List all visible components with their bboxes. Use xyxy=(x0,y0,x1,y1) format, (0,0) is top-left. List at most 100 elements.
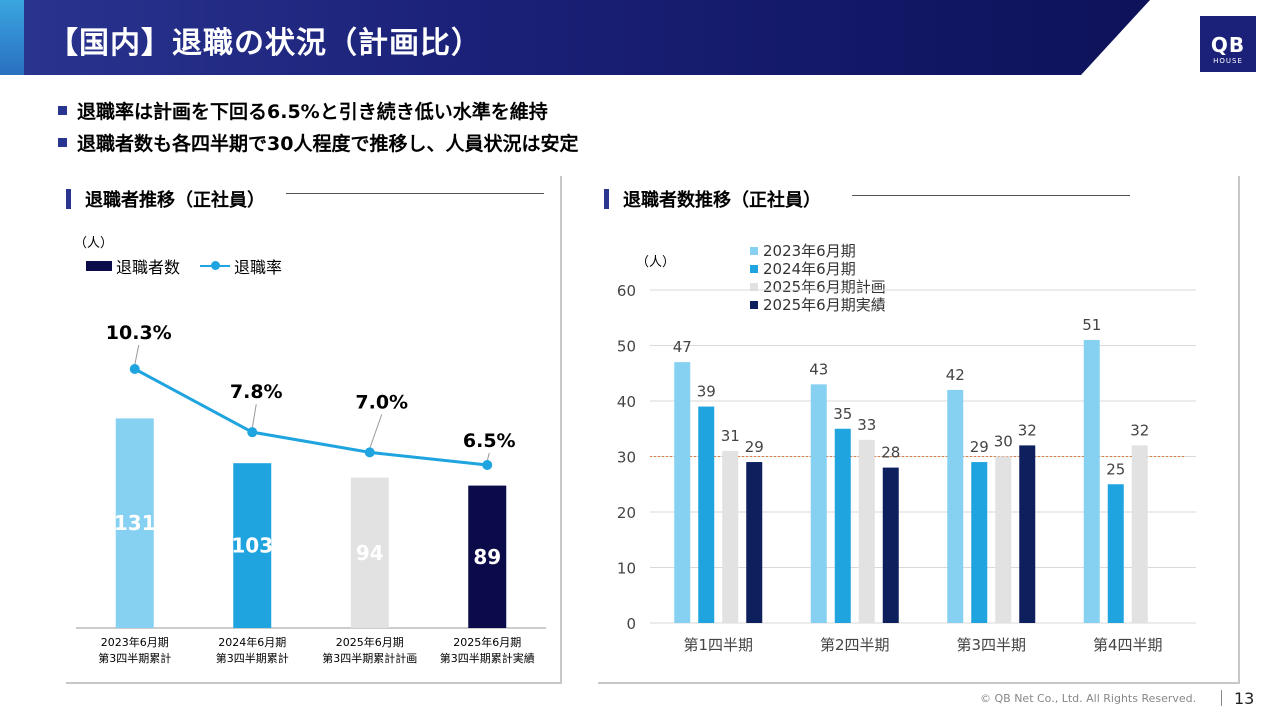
bar-value-label: 28 xyxy=(881,444,900,462)
bar-quarter xyxy=(698,406,715,623)
x-tick-label: 2025年6月期 xyxy=(336,635,404,649)
rate-value-label: 7.0% xyxy=(355,391,408,413)
x-tick-label: 2024年6月期 xyxy=(218,635,286,649)
x-tick-label: 第1四半期 xyxy=(683,636,753,654)
bullet-text: 退職者数も各四半期で30人程度で推移し、人員状況は安定 xyxy=(77,132,579,155)
rate-point xyxy=(482,460,493,470)
bar-value-label: 29 xyxy=(970,438,989,456)
legend-swatch xyxy=(750,283,758,291)
x-tick-label: 第4四半期 xyxy=(1093,636,1163,654)
bar-value-label: 25 xyxy=(1106,460,1125,478)
bar-value-label: 47 xyxy=(673,338,692,356)
y-tick-label: 20 xyxy=(617,504,636,522)
legend-item: 2023年6月期 xyxy=(750,242,886,260)
bar-value-label: 31 xyxy=(721,427,740,445)
bar-quarter xyxy=(722,450,739,623)
bar-quarter xyxy=(995,456,1012,623)
rate-value-label: 10.3% xyxy=(106,322,172,344)
rate-leader-line xyxy=(486,452,490,462)
bar-quarter xyxy=(746,462,763,623)
bullet-item: 退職者数も各四半期で30人程度で推移し、人員状況は安定 xyxy=(58,126,578,158)
rate-point xyxy=(129,364,140,374)
x-tick-label: 2025年6月期 xyxy=(453,635,521,649)
logo-text-top: QB xyxy=(1210,33,1246,57)
left-legend: 退職者数 退職率 xyxy=(86,254,282,278)
copyright: © QB Net Co., Ltd. All Rights Reserved. xyxy=(980,692,1197,705)
bar-quarter xyxy=(947,389,964,623)
y-tick-label: 60 xyxy=(617,282,636,300)
legend-label: 2025年6月期実績 xyxy=(763,296,886,314)
y-tick-label: 0 xyxy=(626,615,636,633)
left-chart-panel xyxy=(66,176,562,684)
rate-value-label: 7.8% xyxy=(230,381,283,403)
x-tick-label: 第2四半期 xyxy=(820,636,890,654)
page-number: 13 xyxy=(1234,689,1255,708)
legend-rate-label: 退職率 xyxy=(234,258,283,277)
bar-value-label: 131 xyxy=(114,511,156,535)
bar-retirees xyxy=(350,477,389,628)
bar-retirees xyxy=(115,418,154,628)
y-tick-label: 50 xyxy=(617,338,636,356)
section-marker xyxy=(66,189,71,209)
legend-line-swatch xyxy=(200,261,231,270)
legend-label: 2025年6月期計画 xyxy=(763,278,886,296)
bar-value-label: 29 xyxy=(745,438,764,456)
left-section-rule xyxy=(286,193,544,194)
section-marker xyxy=(604,189,609,209)
bullet-square-icon xyxy=(58,137,67,147)
legend-bar-swatch xyxy=(86,261,112,271)
bar-value-label: 32 xyxy=(1018,421,1037,439)
right-legend: 2023年6月期 2024年6月期 2025年6月期計画 2025年6月期実績 xyxy=(750,242,886,314)
x-tick-label: 第3四半期累計実績 xyxy=(440,651,535,665)
bar-quarter xyxy=(858,439,875,623)
legend-count-label: 退職者数 xyxy=(116,258,181,277)
x-tick-label: 第3四半期累計 xyxy=(216,651,289,665)
bar-value-label: 89 xyxy=(473,545,501,569)
y-tick-label: 30 xyxy=(617,449,636,467)
bar-quarter xyxy=(882,467,899,623)
bar-value-label: 103 xyxy=(231,534,273,558)
bar-quarter xyxy=(971,462,988,623)
right-unit-label: （人） xyxy=(636,255,676,270)
legend-label: 2024年6月期 xyxy=(763,260,856,278)
footer-divider xyxy=(1221,690,1222,706)
left-section-title: 退職者推移（正社員） xyxy=(66,186,265,212)
legend-item: 2024年6月期 xyxy=(750,260,886,278)
legend-item: 2025年6月期計画 xyxy=(750,278,886,296)
header-banner xyxy=(0,0,1150,75)
bar-value-label: 94 xyxy=(356,541,384,565)
legend-swatch xyxy=(750,301,758,309)
bar-retirees xyxy=(468,485,507,628)
logo-text-bottom: HOUSE xyxy=(1213,57,1243,65)
bullet-text: 退職率は計画を下回る6.5%と引き続き低い水準を維持 xyxy=(77,100,548,123)
bar-quarter xyxy=(1083,339,1100,623)
x-tick-label: 第3四半期 xyxy=(956,636,1026,654)
legend-item: 2025年6月期実績 xyxy=(750,296,886,314)
right-section-title: 退職者数推移（正社員） xyxy=(604,186,821,212)
bar-value-label: 42 xyxy=(946,366,965,384)
legend-label: 2023年6月期 xyxy=(763,242,856,260)
x-tick-label: 2023年6月期 xyxy=(101,635,169,649)
bar-quarter xyxy=(1019,445,1036,623)
x-tick-label: 第3四半期累計 xyxy=(98,651,171,665)
right-section-title-text: 退職者数推移（正社員） xyxy=(623,190,821,211)
bar-quarter xyxy=(834,428,851,623)
header-accent xyxy=(0,0,24,75)
right-section-rule xyxy=(852,195,1130,196)
left-unit-label: （人） xyxy=(74,236,114,251)
bar-value-label: 35 xyxy=(833,405,852,423)
rate-point xyxy=(364,447,375,458)
bar-value-label: 33 xyxy=(857,416,876,434)
rate-leader-line xyxy=(369,414,383,449)
legend-swatch xyxy=(750,265,758,273)
rate-leader-line xyxy=(251,404,257,429)
y-tick-label: 10 xyxy=(617,560,636,578)
bullet-square-icon xyxy=(58,105,67,115)
right-chart-panel xyxy=(598,176,1240,684)
rate-line xyxy=(134,367,488,467)
bar-value-label: 39 xyxy=(697,383,716,401)
legend-swatch xyxy=(750,247,758,255)
bar-quarter xyxy=(674,362,691,623)
